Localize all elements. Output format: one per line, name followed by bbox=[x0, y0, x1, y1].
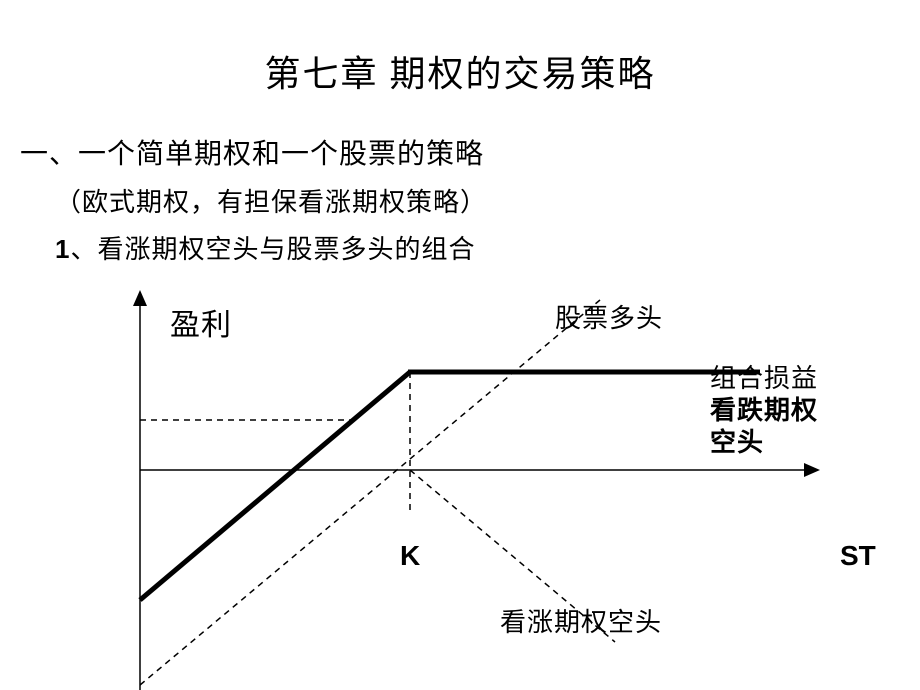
combo-rising bbox=[140, 372, 410, 600]
item-separator: 、 bbox=[70, 235, 97, 264]
st-label: ST bbox=[840, 540, 876, 572]
stock-long-label: 股票多头 bbox=[555, 298, 663, 335]
y-axis-arrow bbox=[133, 290, 147, 306]
section-item: 1、看涨期权空头与股票多头的组合 bbox=[0, 219, 920, 266]
section-note: （欧式期权，有担保看涨期权策略） bbox=[0, 172, 920, 219]
section-heading: 一、一个简单期权和一个股票的策略 bbox=[0, 97, 920, 172]
payoff-chart: 盈利 股票多头 组合损益 看跌期权 空头 K ST 看涨期权空头 bbox=[100, 290, 900, 690]
x-axis-arrow bbox=[804, 463, 820, 477]
k-label: K bbox=[400, 540, 420, 572]
item-text: 看涨期权空头与股票多头的组合 bbox=[97, 235, 475, 264]
item-number: 1 bbox=[55, 234, 70, 264]
y-axis-label: 盈利 bbox=[170, 300, 232, 344]
call-short-label: 看涨期权空头 bbox=[500, 602, 662, 639]
combo-label-3: 空头 bbox=[710, 422, 764, 459]
chapter-title: 第七章 期权的交易策略 bbox=[0, 0, 920, 97]
